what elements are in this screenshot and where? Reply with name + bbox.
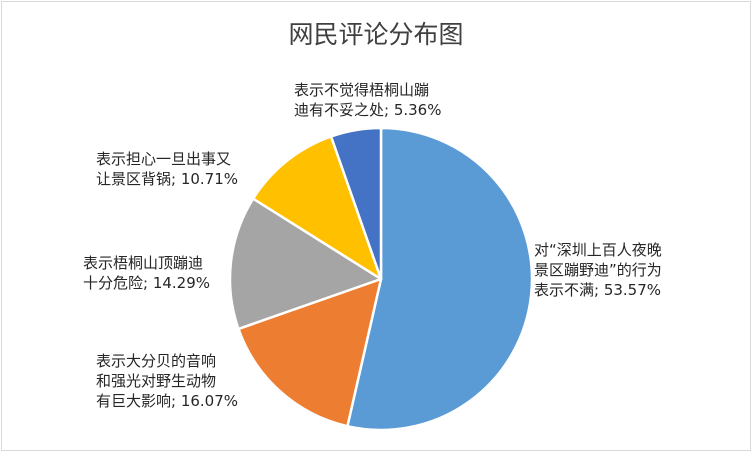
pie-slice-3	[251, 135, 383, 281]
pie-slice-1	[237, 277, 383, 428]
slice-label-2-line-2: 十分危险; 14.29%	[83, 274, 211, 292]
slice-label-1-line-3: 有巨大影响; 16.07%	[96, 392, 239, 410]
slice-label-0-line-2: 景区蹦野迪”的行为	[534, 261, 662, 279]
pie-slice-4	[329, 126, 383, 281]
pie-slice-2	[228, 197, 383, 331]
slice-label-2-line-1: 表示梧桐山顶蹦迪	[83, 254, 204, 272]
slice-label-1: 表示大分贝的音响 和强光对野生动物 有巨大影响; 16.07%	[96, 351, 238, 411]
slice-label-4-line-1: 表示不觉得梧桐山蹦	[294, 81, 430, 99]
slice-label-4-line-2: 迪有不妥之处; 5.36%	[294, 101, 442, 119]
slice-label-4: 表示不觉得梧桐山蹦 迪有不妥之处; 5.36%	[294, 80, 441, 120]
pie-slice-0	[346, 126, 534, 432]
slice-label-1-line-2: 和强光对野生动物	[96, 372, 217, 390]
slice-label-3-line-1: 表示担心一旦出事又	[96, 150, 232, 168]
chart-title: 网民评论分布图	[288, 20, 464, 49]
slice-label-3: 表示担心一旦出事又 让景区背锅; 10.71%	[96, 149, 238, 189]
slice-label-0-line-1: 对“深圳上百人夜晚	[534, 241, 662, 259]
slice-label-2: 表示梧桐山顶蹦迪 十分危险; 14.29%	[83, 253, 210, 293]
slice-label-3-line-2: 让景区背锅; 10.71%	[96, 170, 239, 188]
slice-label-1-line-1: 表示大分贝的音响	[96, 352, 217, 370]
slice-label-0: 对“深圳上百人夜晚 景区蹦野迪”的行为 表示不满; 53.57%	[534, 240, 662, 300]
slice-label-0-line-3: 表示不满; 53.57%	[534, 281, 662, 299]
